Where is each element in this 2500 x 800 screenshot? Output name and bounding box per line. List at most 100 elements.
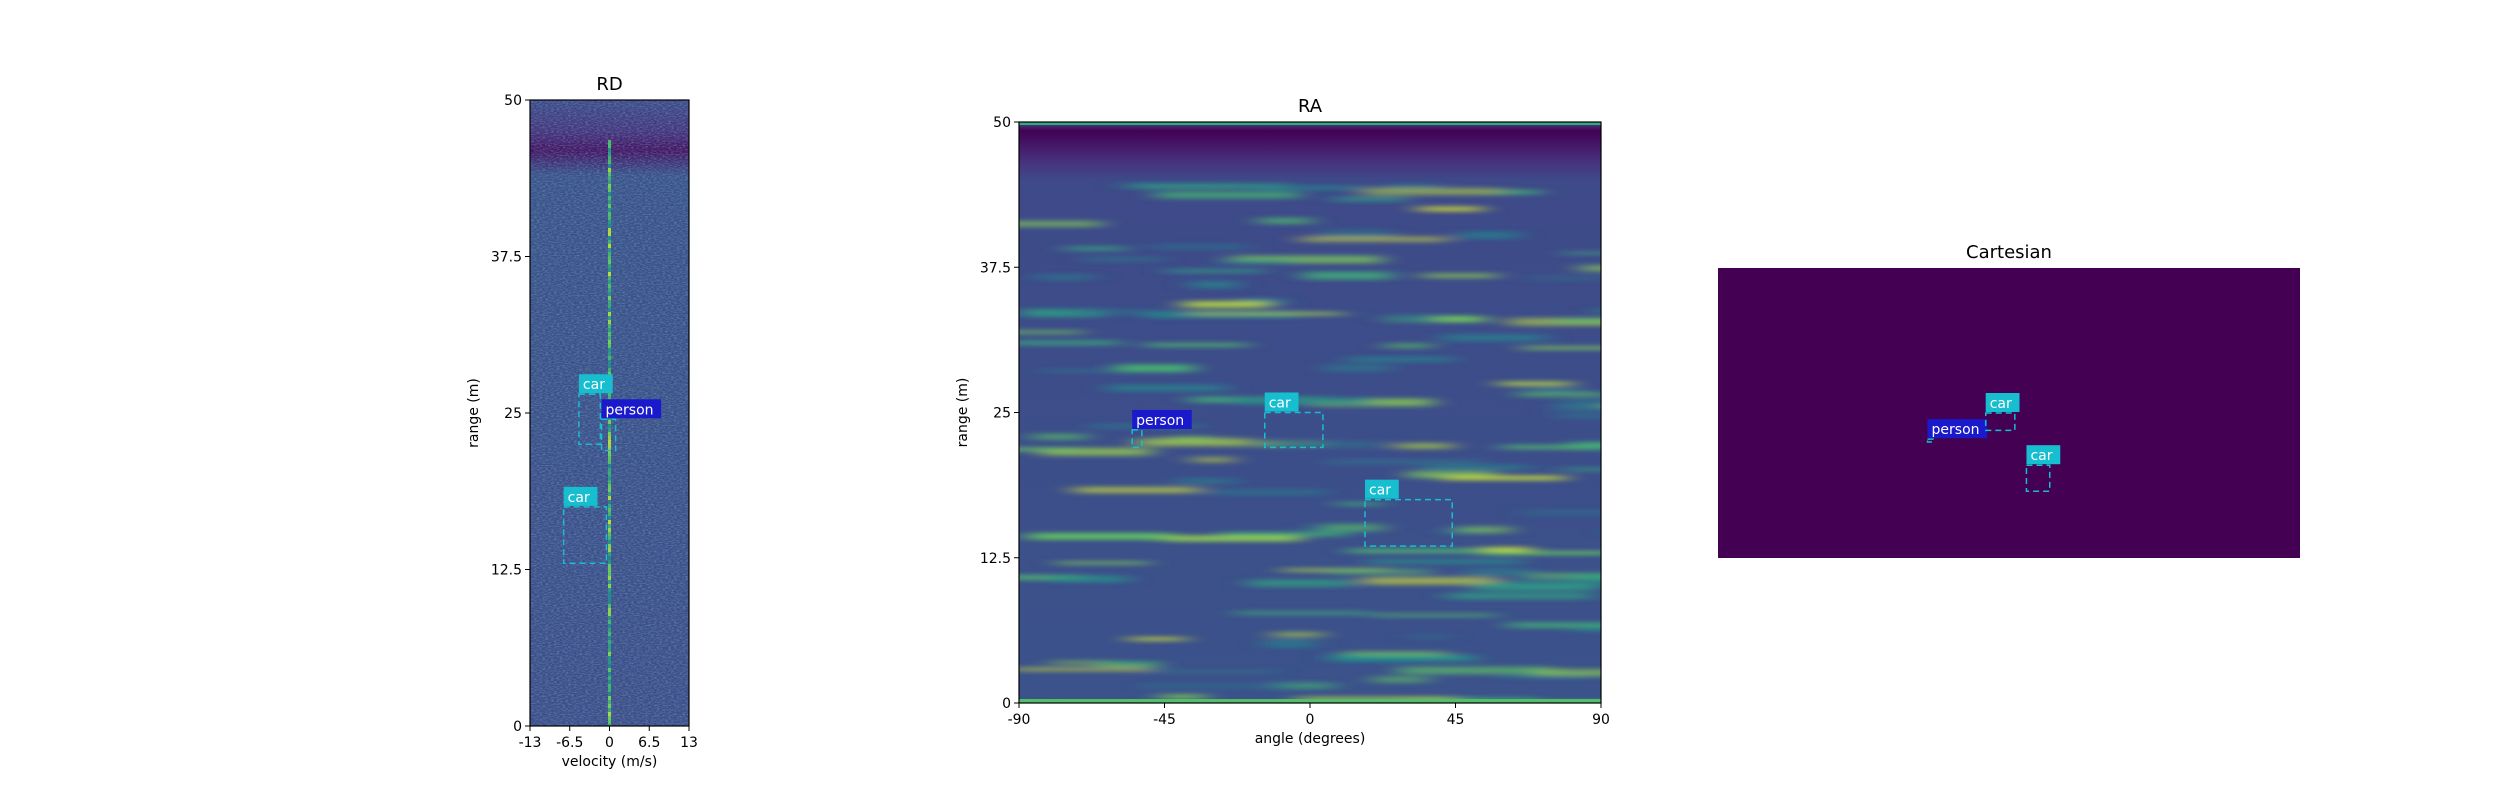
heatmap-streak: [1323, 364, 1391, 372]
detection-label-bg: [1132, 409, 1192, 429]
zero-velocity-line: [608, 240, 611, 244]
detection-label-car: car: [1990, 396, 2012, 412]
zero-velocity-line: [608, 228, 611, 232]
heatmap-streak: [1190, 280, 1238, 289]
zero-velocity-line: [608, 336, 611, 340]
zero-velocity-line: [608, 196, 611, 200]
heatmap-streak: [1300, 236, 1448, 242]
detection-label-bg: [2026, 445, 2061, 465]
detection-label-car: car: [568, 490, 590, 506]
zero-velocity-line: [608, 708, 611, 712]
zero-velocity-line: [608, 360, 611, 364]
heatmap-streak: [1096, 661, 1160, 667]
zero-velocity-line: [608, 220, 611, 224]
zero-velocity-line: [608, 248, 611, 252]
zero-velocity-line: [608, 172, 611, 176]
detection-box-car: [2025, 464, 2051, 493]
zero-velocity-line: [608, 276, 611, 280]
heatmap-streak: [1346, 356, 1455, 362]
heatmap-streak: [1067, 309, 1147, 315]
zero-velocity-line: [608, 496, 611, 500]
zero-velocity-line: [608, 144, 611, 148]
heatmap-streak: [1073, 486, 1199, 494]
panel-title: RD: [596, 74, 622, 95]
zero-velocity-line: [608, 372, 611, 376]
zero-velocity-line: [608, 684, 611, 688]
y-axis-label: range (m): [466, 378, 482, 448]
detection-box-car: [1984, 412, 2016, 432]
heatmap-streak: [1384, 343, 1432, 349]
detection-box-car: [578, 393, 602, 446]
zero-velocity-line: [608, 292, 611, 296]
zero-velocity-line: [608, 644, 611, 648]
zero-velocity-line: [608, 616, 611, 620]
heatmap-streak: [1220, 259, 1291, 264]
heatmap-streak: [1386, 315, 1444, 320]
heatmap-streak: [1522, 509, 1601, 516]
zero-velocity-line: [608, 676, 611, 680]
zero-velocity-line: [608, 648, 611, 652]
heatmap-streak: [1189, 312, 1340, 316]
zero-velocity-line: [608, 664, 611, 668]
zero-velocity-line: [608, 560, 611, 564]
heatmap-streak: [1176, 478, 1236, 484]
heatmap-streaks: [1019, 183, 1601, 703]
detection-box-car: [1364, 498, 1454, 547]
zero-velocity-line: [608, 700, 611, 704]
zero-velocity-line: [608, 472, 611, 476]
zero-velocity-line: [608, 340, 611, 344]
heatmap-streak: [1386, 183, 1439, 189]
heatmap-streak: [1038, 369, 1185, 373]
heatmap-streak: [1051, 660, 1117, 665]
heatmap-streak: [1417, 206, 1483, 212]
zero-velocity-line: [608, 200, 611, 204]
zero-velocity-line: [608, 704, 611, 708]
zero-velocity-line: [608, 424, 611, 428]
x-tick-label: 90: [1592, 712, 1610, 728]
y-tick-label: 0: [513, 719, 522, 735]
heatmap-streak: [1210, 489, 1327, 495]
x-tick-label: -45: [1153, 712, 1176, 728]
x-tick-label: 45: [1447, 712, 1465, 728]
heatmap-streak: [1344, 651, 1447, 657]
zero-velocity-line: [608, 148, 611, 152]
heatmap-streak: [1507, 622, 1601, 628]
x-axis-label: angle (degrees): [1255, 731, 1366, 747]
heatmap-streak: [1155, 191, 1300, 199]
heatmap-streak: [1446, 592, 1592, 600]
zero-velocity-line: [608, 432, 611, 436]
zero-velocity-line: [608, 640, 611, 644]
detection-box-person: [1926, 438, 1935, 443]
heatmap-streak: [1554, 318, 1601, 324]
zero-velocity-line: [608, 572, 611, 576]
zero-velocity-line: [608, 672, 611, 676]
heatmap-streak: [1501, 445, 1592, 450]
zero-velocity-line: [608, 468, 611, 472]
y-tick-label: 12.5: [980, 551, 1011, 567]
heatmap-streak: [1182, 301, 1269, 308]
zero-velocity-line: [608, 536, 611, 540]
heatmap-streak: [1465, 568, 1533, 575]
zero-velocity-line: [608, 252, 611, 256]
zero-velocity-line: [608, 344, 611, 348]
zero-velocity-line: [608, 520, 611, 524]
zero-velocity-line: [608, 652, 611, 656]
y-tick-label: 50: [993, 115, 1011, 131]
zero-velocity-line: [608, 264, 611, 268]
zero-velocity-line: [608, 712, 611, 716]
heatmap-streak: [1517, 392, 1601, 397]
zero-velocity-line: [608, 224, 611, 228]
heatmap-streak: [1484, 551, 1601, 555]
detection-label-bg: [563, 486, 598, 506]
zero-velocity-line: [608, 160, 611, 164]
zero-velocity-line: [608, 164, 611, 168]
x-tick-label: -13: [519, 735, 542, 751]
detection-label-person: person: [606, 402, 654, 418]
heatmap-streak: [1600, 404, 1601, 408]
zero-velocity-line: [608, 476, 611, 480]
heatmap-streak: [1327, 569, 1431, 575]
zero-velocity-line: [608, 512, 611, 516]
heatmap-streak: [1164, 535, 1301, 542]
zero-velocity-line: [608, 396, 611, 400]
